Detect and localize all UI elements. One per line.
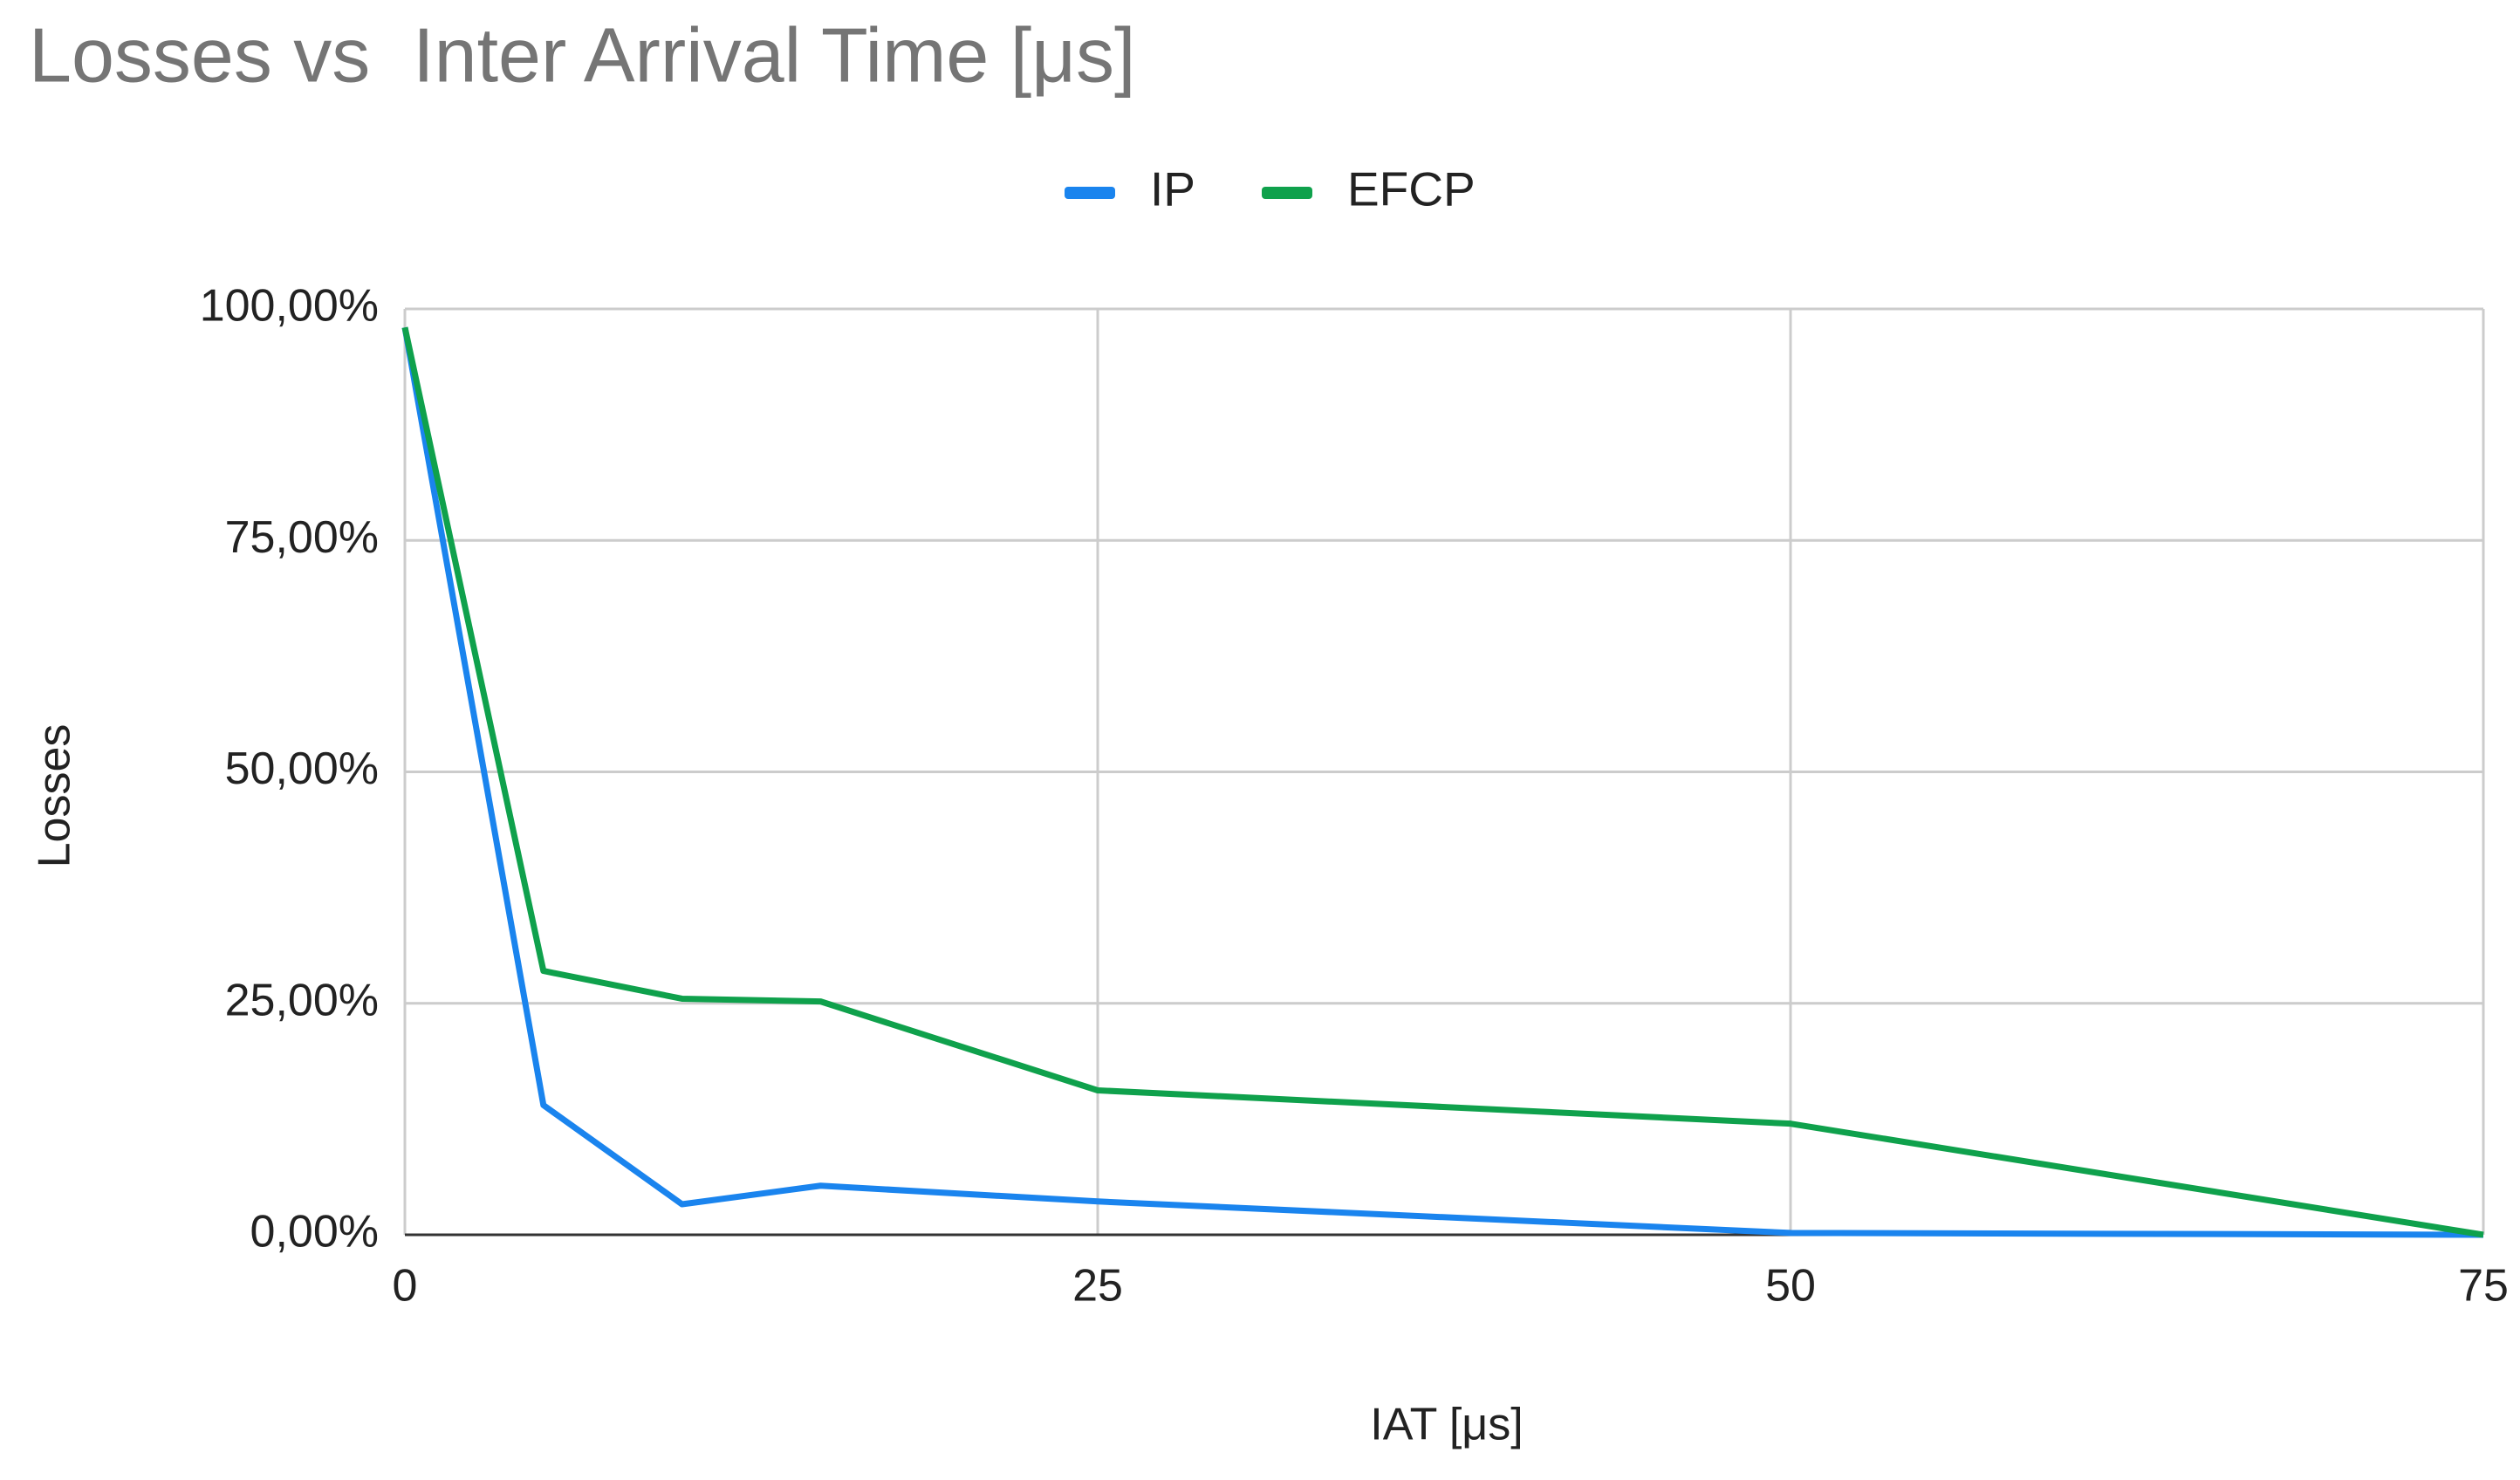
chart-title: Losses vs Inter Arrival Time [μs] xyxy=(29,11,1135,98)
x-tick-label: 0 xyxy=(393,1261,418,1312)
x-tick-label: 25 xyxy=(1072,1261,1123,1312)
y-tick-label: 75,00% xyxy=(225,512,379,563)
y-axis-label: Losses xyxy=(30,724,80,868)
series-line xyxy=(401,326,2484,1238)
x-tick-label: 50 xyxy=(1765,1261,1816,1312)
y-tick-label: 0,00% xyxy=(250,1207,379,1257)
y-tick-label: 50,00% xyxy=(225,743,379,794)
legend-swatch xyxy=(1065,187,1115,199)
y-tick-label: 25,00% xyxy=(225,975,379,1025)
x-axis-label: IAT [μs] xyxy=(1370,1400,1523,1450)
legend-label: IP xyxy=(1150,162,1195,216)
x-tick-label: 75 xyxy=(2458,1261,2509,1312)
y-tick-label: 100,00% xyxy=(200,281,379,332)
legend-swatch xyxy=(1262,187,1312,199)
series-line xyxy=(401,326,2484,1238)
legend-label: EFCP xyxy=(1347,162,1476,216)
